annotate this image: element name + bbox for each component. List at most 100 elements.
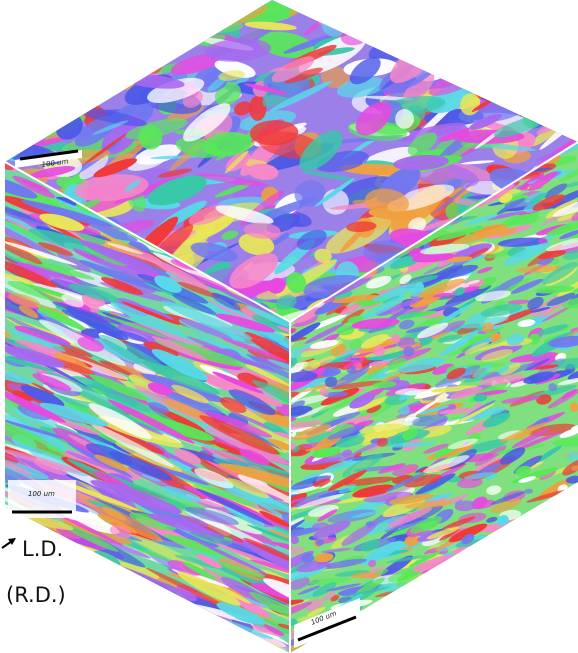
grain bbox=[122, 30, 178, 44]
grain bbox=[562, 509, 578, 519]
grain bbox=[161, 643, 191, 653]
grain bbox=[126, 600, 167, 626]
grain bbox=[400, 646, 430, 653]
grain bbox=[6, 55, 69, 93]
grain bbox=[508, 578, 550, 592]
grain bbox=[520, 638, 544, 653]
grain bbox=[475, 8, 539, 41]
grain bbox=[536, 598, 573, 625]
grain bbox=[75, 610, 101, 629]
grain bbox=[345, 0, 378, 12]
grain bbox=[440, 572, 454, 585]
grain bbox=[78, 23, 127, 55]
grain bbox=[425, 5, 477, 23]
grain bbox=[0, 622, 43, 653]
grain bbox=[478, 575, 501, 587]
grain bbox=[544, 526, 578, 554]
grain bbox=[0, 608, 24, 630]
grain bbox=[57, 0, 100, 36]
grain bbox=[372, 617, 391, 632]
grain bbox=[547, 549, 578, 567]
grain bbox=[554, 540, 578, 559]
grain bbox=[393, 0, 422, 8]
grain bbox=[126, 631, 183, 653]
grain bbox=[524, 98, 549, 117]
grain bbox=[22, 642, 85, 653]
grain bbox=[118, 642, 169, 653]
grain bbox=[370, 610, 416, 639]
grain bbox=[471, 52, 519, 78]
grain bbox=[542, 529, 578, 546]
grain bbox=[392, 629, 418, 646]
grain bbox=[452, 589, 466, 594]
grain bbox=[133, 641, 158, 653]
grain bbox=[31, 0, 103, 21]
grain bbox=[551, 551, 578, 569]
grain bbox=[460, 621, 485, 637]
grain bbox=[525, 30, 569, 40]
grain bbox=[0, 556, 16, 574]
grain bbox=[14, 23, 58, 63]
grain bbox=[65, 597, 154, 634]
grain bbox=[515, 529, 527, 540]
grain bbox=[452, 584, 488, 595]
grain bbox=[549, 624, 563, 631]
grain bbox=[477, 628, 506, 646]
grain bbox=[353, 2, 411, 38]
grain bbox=[556, 537, 570, 543]
grain bbox=[175, 626, 239, 653]
grain bbox=[422, 14, 475, 58]
grain bbox=[509, 9, 562, 42]
grain bbox=[480, 82, 556, 105]
grain bbox=[483, 572, 510, 585]
grain bbox=[0, 43, 45, 66]
grain bbox=[38, 619, 97, 653]
grain bbox=[374, 632, 389, 642]
grain bbox=[563, 546, 578, 558]
grain bbox=[521, 584, 567, 610]
grain bbox=[88, 570, 120, 590]
grain bbox=[495, 47, 545, 68]
grain bbox=[437, 634, 478, 649]
grain bbox=[557, 544, 578, 560]
grain bbox=[440, 638, 449, 649]
grain bbox=[193, 0, 262, 9]
grain bbox=[512, 0, 555, 13]
grain bbox=[553, 514, 572, 527]
grain bbox=[546, 648, 578, 653]
grain bbox=[181, 0, 229, 19]
grain bbox=[483, 52, 535, 100]
grain bbox=[405, 613, 419, 626]
grain bbox=[529, 539, 561, 554]
grain bbox=[0, 560, 28, 579]
grain bbox=[83, 10, 122, 47]
grain bbox=[540, 50, 578, 80]
grain bbox=[498, 622, 530, 639]
direction-label-alt: (R.D.) bbox=[6, 583, 66, 607]
grain bbox=[188, 0, 236, 27]
grain bbox=[91, 621, 125, 641]
grain bbox=[11, 568, 32, 579]
grain bbox=[530, 576, 554, 589]
grain bbox=[0, 609, 41, 644]
grain bbox=[142, 6, 175, 39]
grain bbox=[322, 0, 385, 29]
grain bbox=[0, 80, 21, 108]
grain bbox=[327, 631, 369, 651]
grain bbox=[554, 494, 568, 505]
grain bbox=[552, 554, 578, 581]
grain bbox=[358, 616, 405, 632]
grain bbox=[358, 639, 375, 648]
grain bbox=[394, 624, 418, 633]
grain bbox=[497, 554, 541, 586]
grain bbox=[382, 628, 417, 653]
grain bbox=[87, 626, 123, 646]
grain bbox=[145, 608, 225, 652]
grain bbox=[8, 639, 69, 653]
grain bbox=[138, 604, 211, 632]
grain bbox=[486, 568, 518, 584]
grain bbox=[450, 644, 493, 653]
grain bbox=[341, 635, 388, 653]
grain bbox=[382, 642, 421, 653]
grain bbox=[161, 600, 195, 623]
